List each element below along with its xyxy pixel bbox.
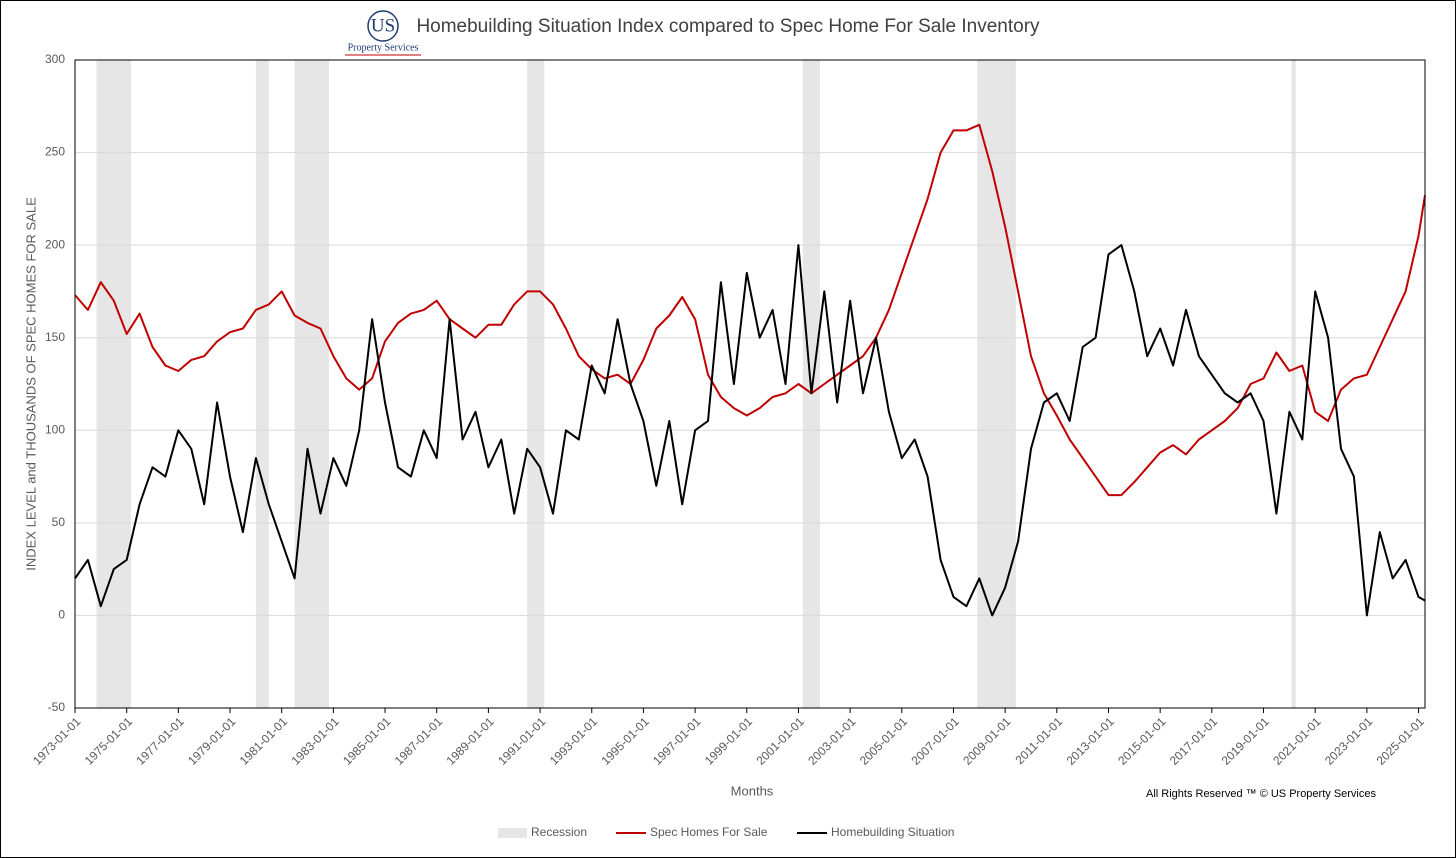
y-tick-label: 250 — [45, 145, 65, 159]
logo-mark: US — [371, 15, 395, 36]
recession-band — [1291, 60, 1296, 708]
legend-label: Spec Homes For Sale — [650, 825, 768, 839]
x-axis-label: Months — [731, 783, 774, 798]
plot-frame — [74, 59, 1426, 709]
logo-circle — [367, 10, 399, 42]
y-tick-label: 0 — [58, 608, 65, 622]
recession-band — [294, 60, 330, 708]
legend-swatch — [498, 828, 527, 838]
logo-text: Property Services — [348, 42, 419, 53]
y-tick-label: 100 — [45, 422, 65, 436]
recession-band — [255, 60, 269, 708]
recession-band — [977, 60, 1016, 708]
series-line — [74, 244, 1426, 617]
y-axis-label: INDEX LEVEL and THOUSANDS OF SPEC HOMES … — [23, 197, 38, 571]
recession-band — [527, 60, 545, 708]
y-tick-label: 150 — [45, 330, 65, 344]
footnote: All Rights Reserved ™ © US Property Serv… — [1146, 788, 1377, 800]
y-tick-label: 200 — [45, 237, 65, 251]
y-tick-label: 300 — [45, 52, 65, 66]
legend-label: Recession — [531, 825, 587, 839]
legend-label: Homebuilding Situation — [831, 825, 954, 839]
series-line — [74, 123, 1426, 497]
y-tick-label: 50 — [52, 515, 66, 529]
recession-band — [96, 60, 131, 708]
y-tick-label: -50 — [48, 700, 66, 714]
chart-title: Homebuilding Situation Index compared to… — [416, 16, 1040, 37]
